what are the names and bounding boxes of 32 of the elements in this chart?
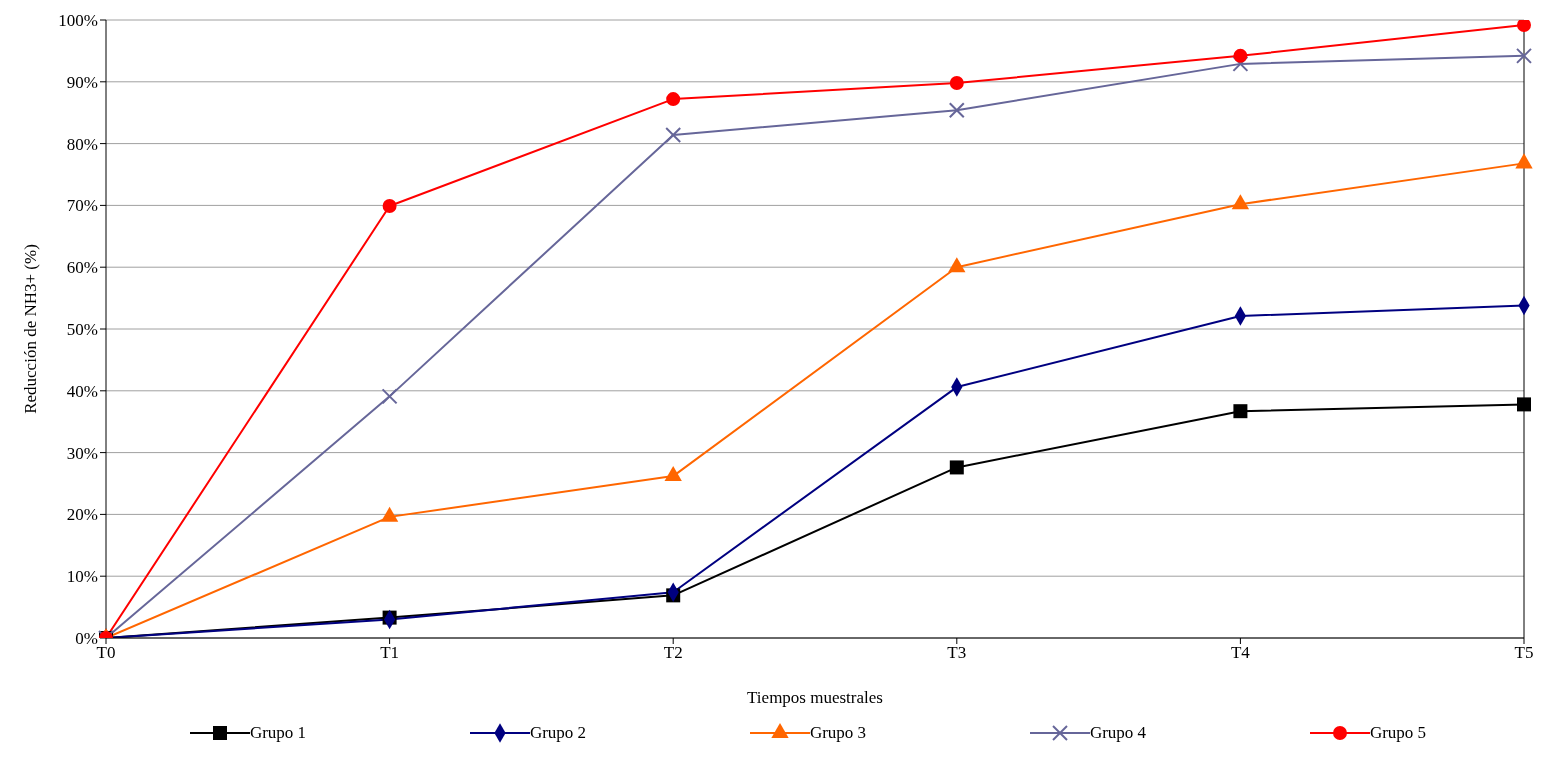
y-tick-label: 80%: [66, 134, 98, 154]
y-tick-label: 0%: [75, 629, 98, 649]
legend-label: Grupo 2: [529, 723, 587, 743]
legend-label: Grupo 1: [249, 723, 307, 743]
x-tick-label: T3: [947, 643, 967, 663]
x-tick-label: T0: [96, 643, 116, 663]
legend-label: Grupo 3: [809, 723, 867, 743]
y-tick-label: 40%: [66, 381, 98, 401]
point: [949, 76, 964, 91]
y-tick-label: 20%: [66, 505, 98, 525]
y-tick-label: 50%: [66, 320, 98, 340]
point: [1233, 48, 1248, 63]
point: [949, 460, 964, 475]
point: [382, 199, 397, 214]
point: [1233, 404, 1248, 419]
y-tick-label: 60%: [66, 258, 98, 278]
x-tick-label: T1: [380, 643, 400, 663]
point: [1517, 20, 1531, 32]
legend-label: Grupo 5: [1369, 723, 1427, 743]
y-tick-label: 100%: [58, 11, 98, 31]
x-tick-label: T2: [663, 643, 683, 663]
y-tick-label: 70%: [66, 196, 98, 216]
x-tick-label: T4: [1230, 643, 1251, 663]
point: [1517, 397, 1531, 412]
y-tick-label: 90%: [66, 72, 98, 92]
y-axis-title: Reducción de NH3+ (%): [21, 244, 41, 414]
point: [666, 92, 681, 107]
legend-label: Grupo 4: [1089, 723, 1147, 743]
x-axis-title: Tiempos muestrales: [747, 688, 883, 707]
y-tick-label: 10%: [66, 567, 98, 587]
y-tick-label: 30%: [66, 443, 98, 463]
x-tick-label: T5: [1514, 643, 1534, 663]
